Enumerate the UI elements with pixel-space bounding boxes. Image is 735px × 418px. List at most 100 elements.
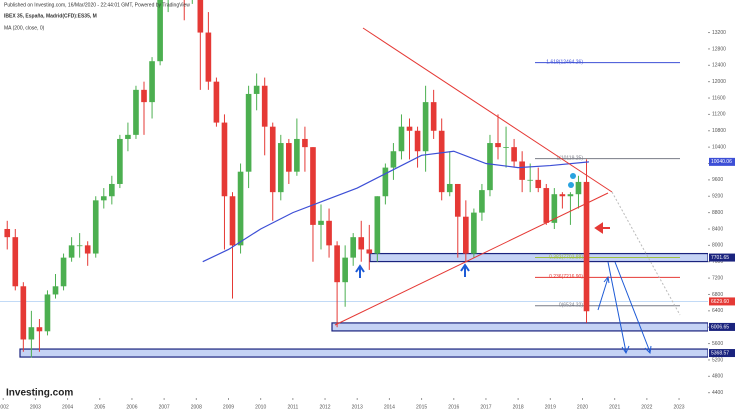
y-tick-label: 9200 <box>712 194 723 200</box>
candle-body <box>213 81 220 123</box>
candle-body <box>277 143 284 193</box>
y-tick-label: 9600 <box>712 177 723 183</box>
level-band <box>331 322 708 332</box>
candle-body <box>559 194 566 197</box>
y-tick-label: 11600 <box>712 95 726 101</box>
x-tick-label: 2013 <box>352 404 363 410</box>
plot-area: 1.618(12464.26) 1(10119.25) 0.382(7703.88)… <box>0 0 708 358</box>
y-tick-label: 11200 <box>712 112 726 118</box>
x-tick-label: 2015 <box>416 404 427 410</box>
candle-body <box>237 171 244 246</box>
candle-body <box>342 257 348 283</box>
candle-body <box>310 147 316 225</box>
candle-body <box>374 196 381 254</box>
x-tick-label: 2002 <box>0 404 9 410</box>
candle-body <box>12 237 19 287</box>
x-tick-label: 2003 <box>30 404 41 410</box>
candle-body <box>68 245 75 258</box>
x-tick-label: 2018 <box>513 404 524 410</box>
fib-label: 0(6524.32) <box>559 303 584 309</box>
candle-body <box>495 143 501 148</box>
candle-body <box>535 179 542 189</box>
candle-body <box>414 130 421 152</box>
x-tick-label: 2016 <box>448 404 459 410</box>
candle-body <box>28 327 35 340</box>
x-tick-label: 2008 <box>191 404 202 410</box>
candle-body <box>511 147 517 162</box>
candle-body <box>326 220 332 246</box>
x-tick-label: 2006 <box>126 404 137 410</box>
projection-arrow <box>614 261 652 355</box>
price-tag <box>709 322 735 331</box>
candle-body <box>334 245 340 283</box>
brand: Investing.com <box>6 388 73 399</box>
price-tag <box>709 157 735 166</box>
candle-body <box>4 228 11 238</box>
y-tick-label: 7200 <box>712 275 723 281</box>
x-tick-label: 2020 <box>577 404 588 410</box>
x-tick-label: 2004 <box>62 404 73 410</box>
candle-body <box>157 0 163 62</box>
moving-average <box>202 150 589 263</box>
trend-line <box>362 27 613 193</box>
candle-body <box>125 134 131 139</box>
price-tag-label: 6006.65 <box>711 324 729 330</box>
blue-arrow <box>355 264 365 278</box>
y-tick-label: 8000 <box>712 243 723 249</box>
price-tag-label: 5368.57 <box>711 350 729 356</box>
candle-body <box>117 138 123 184</box>
candle-body <box>430 102 437 131</box>
x-tick-label: 2022 <box>641 404 652 410</box>
marker <box>570 173 576 179</box>
candle-body <box>302 138 308 148</box>
level-band <box>19 348 708 358</box>
candle-body <box>84 245 91 254</box>
candle-body <box>149 61 155 103</box>
subtitle: Published on Investing.com, 16/Mar/2020 … <box>4 2 190 8</box>
candle-body <box>398 126 405 152</box>
x-tick-label: 2021 <box>609 404 620 410</box>
candle-body <box>471 212 477 254</box>
x-tick-label: 2005 <box>94 404 105 410</box>
candle-body <box>60 257 67 287</box>
y-tick-label: 4400 <box>712 390 723 396</box>
candle-body <box>358 237 365 250</box>
candle-body <box>20 286 27 340</box>
candle-body <box>294 138 300 172</box>
candle-body <box>575 181 582 195</box>
candle-body <box>36 327 43 332</box>
trend-line <box>334 192 609 326</box>
candle-body <box>503 147 509 148</box>
candle-body <box>286 143 292 172</box>
marker <box>568 182 574 188</box>
y-tick-label: 5200 <box>712 357 723 363</box>
chart-title: IBEX 35, España, Madrid(CFD):ES35, M <box>4 13 97 19</box>
candle-body <box>318 220 324 225</box>
candle-body <box>463 216 469 254</box>
red-arrow <box>594 222 610 234</box>
y-tick-label: 12400 <box>712 63 726 69</box>
y-tick-label: 13200 <box>712 30 726 36</box>
y-tick-label: 6400 <box>712 308 723 314</box>
candle-body <box>567 194 574 197</box>
candle-body <box>390 151 397 168</box>
candle-body <box>406 126 413 131</box>
y-tick-label: 5600 <box>712 341 723 347</box>
candle-body <box>245 93 252 172</box>
x-tick-label: 2007 <box>159 404 170 410</box>
candle-body <box>141 89 147 103</box>
candle-body <box>438 130 445 193</box>
candle-body <box>350 237 357 258</box>
candle-body <box>100 196 107 201</box>
annotations <box>334 27 681 355</box>
y-tick-label: 6800 <box>712 292 723 298</box>
blue-arrow <box>460 263 470 277</box>
y-tick-label: 12000 <box>712 79 726 85</box>
y-tick-label: 8800 <box>712 210 723 216</box>
candle-body <box>92 200 99 254</box>
y-tick-label: 12800 <box>712 46 726 52</box>
candle-body <box>366 249 373 254</box>
y-tick-label: 7600 <box>712 259 723 265</box>
projection-arrow <box>607 261 630 355</box>
